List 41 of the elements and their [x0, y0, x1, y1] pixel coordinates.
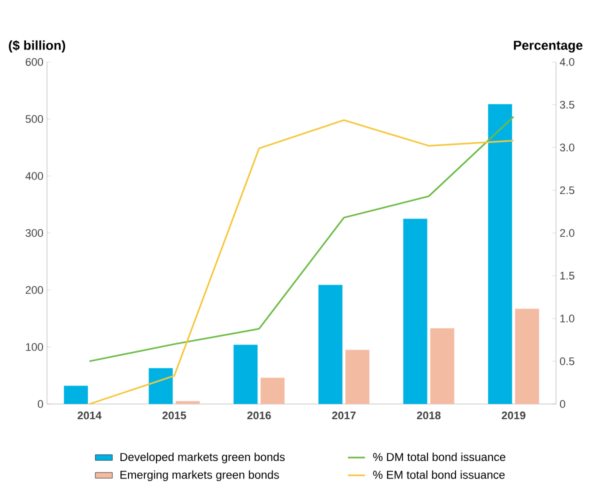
- y-tick-label: 300: [26, 229, 44, 237]
- y2-tick-label: 4.0: [560, 58, 574, 66]
- legend-label: Developed markets green bonds: [120, 452, 285, 464]
- bar: [148, 368, 173, 404]
- y-axis-title: ($ billion): [8, 40, 66, 52]
- legend-label: Emerging markets green bonds: [120, 470, 279, 482]
- legend-label: % EM total bond issuance: [373, 470, 505, 479]
- bar: [176, 401, 200, 404]
- y2-tick-label: 0.5: [560, 357, 574, 366]
- x-tick-label: 2014: [78, 412, 102, 420]
- y-tick-label: 100: [26, 343, 44, 351]
- y-tick-label: 500: [26, 115, 44, 123]
- y-tick-label: 400: [25, 172, 44, 180]
- y2-axis-title: Percentage: [514, 40, 582, 52]
- bar: [345, 350, 370, 404]
- line-series: [88, 116, 514, 362]
- x-tick-label: 2018: [416, 412, 441, 420]
- bar: [403, 218, 428, 404]
- x-tick-label: 2017: [332, 412, 356, 420]
- y-tick-label: 600: [26, 58, 44, 66]
- y-tick-label: 0: [38, 400, 44, 408]
- y2-tick-label: 2.0: [560, 229, 574, 237]
- bar: [515, 308, 540, 404]
- y-tick-label: 200: [26, 286, 44, 294]
- bar: [234, 344, 258, 404]
- bar: [318, 284, 342, 404]
- y2-tick-label: 3.0: [560, 144, 574, 152]
- bar: [64, 386, 88, 404]
- bar: [430, 328, 454, 404]
- x-tick-label: 2015: [162, 412, 186, 420]
- y2-tick-label: 1.5: [560, 272, 574, 280]
- x-tick-label: 2016: [247, 412, 271, 420]
- legend-label: % DM total bond issuance: [373, 452, 506, 462]
- y2-tick-label: 3.5: [560, 100, 574, 109]
- bar: [260, 378, 285, 404]
- bar: [488, 104, 512, 404]
- y2-tick-label: 1.0: [560, 314, 574, 322]
- line-series: [88, 119, 514, 405]
- y2-tick-label: 0: [560, 400, 566, 408]
- y2-tick-label: 2.5: [560, 186, 574, 194]
- x-tick-label: 2019: [502, 412, 526, 420]
